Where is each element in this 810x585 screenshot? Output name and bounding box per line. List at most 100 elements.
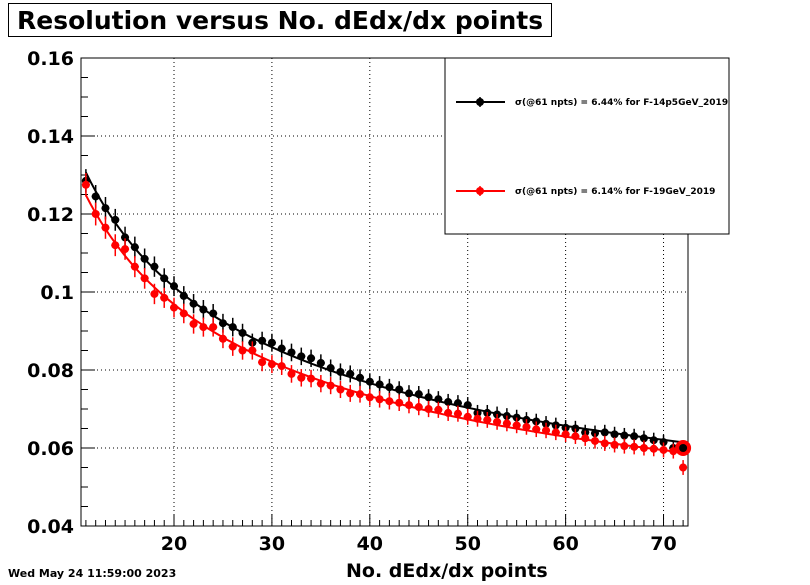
data-point	[91, 210, 100, 218]
data-point	[111, 215, 120, 224]
data-point	[81, 180, 90, 189]
data-point	[385, 397, 394, 406]
data-point	[542, 426, 551, 435]
data-point	[375, 380, 384, 389]
data-point	[346, 369, 355, 378]
timestamp: Wed May 24 11:59:00 2023	[8, 567, 177, 580]
data-point	[590, 436, 599, 445]
data-point	[453, 409, 462, 418]
data-point	[189, 319, 198, 328]
data-point	[258, 336, 267, 345]
data-point	[336, 367, 345, 376]
data-point	[179, 291, 188, 300]
data-point	[130, 243, 139, 252]
data-point	[532, 417, 541, 426]
data-point	[316, 379, 325, 388]
data-point	[414, 390, 423, 399]
data-point	[346, 389, 355, 398]
x-axis-label: No. dEdx/dx points	[346, 560, 548, 582]
data-point	[483, 415, 492, 424]
x-tick-label: 70	[650, 533, 676, 555]
data-point	[307, 354, 316, 363]
data-point	[218, 319, 227, 328]
data-point	[365, 393, 374, 402]
data-point	[424, 393, 433, 402]
data-point	[326, 381, 335, 390]
data-point	[434, 395, 443, 404]
x-tick-label: 40	[357, 533, 383, 555]
data-point	[571, 424, 580, 433]
data-point	[463, 412, 472, 421]
data-point	[590, 429, 599, 438]
data-point	[209, 309, 218, 318]
data-point	[267, 338, 276, 347]
data-point	[326, 364, 335, 373]
data-point	[170, 303, 179, 312]
data-point	[424, 405, 433, 413]
series-2	[81, 173, 688, 475]
data-point	[522, 422, 531, 431]
data-point	[630, 432, 639, 441]
data-point	[140, 254, 149, 263]
data-point	[610, 430, 619, 439]
data-point	[179, 309, 188, 318]
data-point	[356, 373, 365, 382]
x-tick-label: 20	[161, 533, 187, 555]
y-tick-label: 0.1	[40, 282, 74, 304]
data-point	[316, 358, 325, 367]
legend-label: σ(@61 npts) = 6.14% for F-19GeV_2019	[515, 187, 715, 197]
axis-ticks: 20 30 40 50 60 70 0.04 0.06 0.08 0.1 0.12 0.14 0.16	[27, 48, 684, 555]
data-point	[620, 442, 629, 451]
data-point	[473, 414, 482, 423]
data-point	[267, 360, 276, 369]
legend-label: σ(@61 npts) = 6.44% for F-14p5GeV_2019	[515, 98, 728, 108]
data-point	[365, 377, 374, 386]
data-point	[209, 323, 218, 332]
data-point	[659, 445, 668, 454]
data-point	[375, 395, 384, 404]
data-point	[571, 432, 580, 441]
data-point	[434, 405, 443, 414]
data-point	[121, 245, 130, 254]
data-point	[91, 192, 100, 201]
y-tick-label: 0.08	[27, 360, 74, 382]
data-point	[502, 419, 511, 428]
data-point	[414, 403, 423, 412]
highlight-point-core	[679, 444, 688, 452]
data-point	[160, 293, 169, 302]
data-point	[444, 408, 453, 417]
data-point	[140, 274, 149, 283]
data-point	[404, 389, 413, 398]
x-tick-label: 50	[454, 533, 480, 555]
data-point	[150, 289, 159, 298]
y-tick-label: 0.16	[27, 48, 74, 70]
data-point	[189, 299, 198, 308]
data-point	[297, 373, 306, 382]
data-point	[463, 401, 472, 410]
data-point	[630, 442, 639, 451]
y-tick-label: 0.06	[27, 438, 74, 460]
data-point	[610, 440, 619, 449]
legend: σ(@61 npts) = 6.44% for F-14p5GeV_2019 σ(…	[444, 57, 730, 235]
data-point	[649, 436, 658, 445]
data-point	[639, 434, 648, 443]
data-point	[444, 397, 453, 406]
data-point	[336, 385, 345, 394]
data-point	[356, 390, 365, 399]
data-point	[581, 434, 590, 443]
y-tick-label: 0.14	[27, 126, 74, 148]
data-point	[199, 305, 208, 314]
data-point	[170, 282, 179, 291]
data-point	[532, 425, 541, 434]
data-point	[228, 342, 237, 351]
x-tick-label: 30	[259, 533, 285, 555]
data-point	[307, 374, 316, 383]
data-point	[121, 233, 130, 242]
data-point	[101, 204, 110, 213]
data-point	[561, 430, 570, 439]
data-point	[600, 428, 609, 437]
data-point	[600, 439, 609, 448]
data-point	[199, 323, 208, 332]
data-point	[639, 444, 648, 452]
